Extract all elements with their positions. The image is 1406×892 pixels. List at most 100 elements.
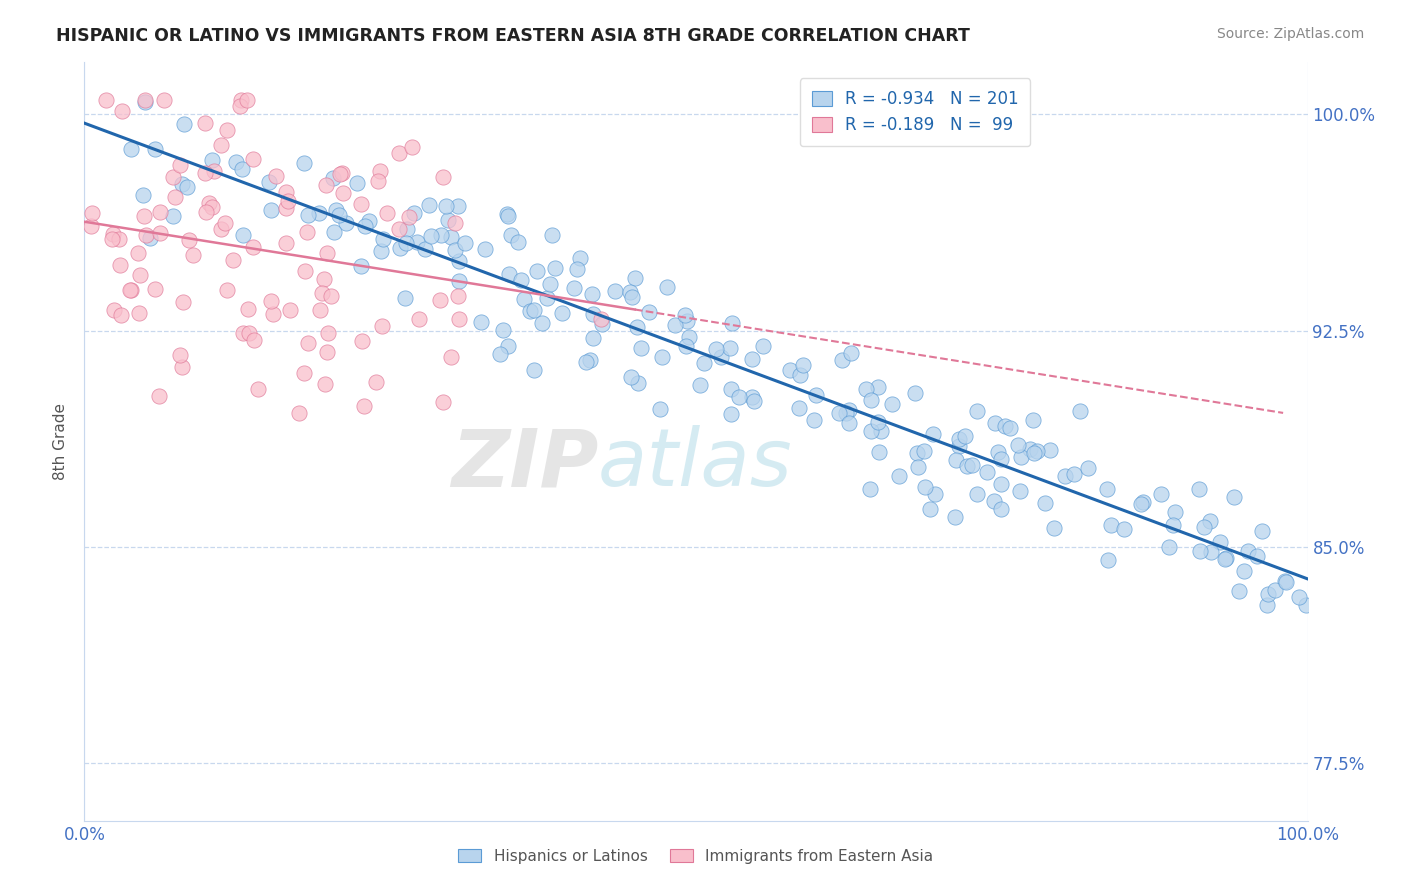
Point bbox=[619, 285, 641, 300]
Point bbox=[904, 385, 927, 400]
Point bbox=[922, 427, 945, 442]
Point bbox=[990, 452, 1012, 467]
Point bbox=[354, 219, 377, 233]
Point bbox=[437, 213, 460, 227]
Point bbox=[419, 229, 441, 244]
Point bbox=[1039, 442, 1062, 457]
Point bbox=[779, 363, 801, 377]
Point bbox=[329, 167, 352, 181]
Point bbox=[322, 225, 344, 239]
Point bbox=[406, 235, 429, 249]
Point bbox=[260, 293, 283, 308]
Point bbox=[194, 116, 217, 130]
Point bbox=[294, 264, 316, 278]
Point bbox=[741, 391, 763, 405]
Point bbox=[447, 289, 470, 303]
Point bbox=[246, 382, 269, 396]
Point bbox=[107, 232, 129, 246]
Point bbox=[623, 270, 645, 285]
Point bbox=[907, 459, 929, 474]
Point bbox=[388, 145, 411, 160]
Point bbox=[1157, 540, 1180, 554]
Point bbox=[315, 245, 337, 260]
Point bbox=[1054, 469, 1077, 483]
Point bbox=[803, 412, 825, 426]
Point bbox=[308, 206, 330, 220]
Point bbox=[353, 400, 375, 414]
Point bbox=[565, 262, 588, 277]
Point bbox=[120, 142, 142, 156]
Point bbox=[924, 487, 946, 501]
Point bbox=[499, 227, 522, 242]
Point bbox=[453, 236, 475, 251]
Point bbox=[1223, 491, 1246, 505]
Point bbox=[194, 165, 217, 179]
Point bbox=[260, 202, 283, 217]
Point bbox=[626, 320, 648, 334]
Point bbox=[449, 254, 471, 268]
Text: atlas: atlas bbox=[598, 425, 793, 503]
Point bbox=[741, 351, 763, 366]
Point bbox=[444, 216, 467, 230]
Point bbox=[278, 302, 301, 317]
Point bbox=[1233, 564, 1256, 578]
Point bbox=[132, 187, 155, 202]
Point bbox=[953, 428, 976, 442]
Point bbox=[905, 446, 928, 460]
Point bbox=[346, 177, 368, 191]
Point bbox=[432, 169, 454, 184]
Point bbox=[297, 208, 319, 222]
Point bbox=[231, 161, 253, 176]
Point bbox=[229, 93, 252, 107]
Point bbox=[945, 452, 967, 467]
Point bbox=[80, 206, 103, 220]
Point bbox=[889, 469, 911, 483]
Point bbox=[350, 334, 373, 349]
Point bbox=[148, 389, 170, 403]
Point bbox=[689, 378, 711, 392]
Point bbox=[209, 222, 232, 236]
Point bbox=[492, 323, 515, 337]
Point bbox=[704, 343, 727, 357]
Point bbox=[651, 350, 673, 364]
Point bbox=[394, 291, 416, 305]
Point bbox=[135, 228, 157, 243]
Point bbox=[496, 207, 519, 221]
Point bbox=[395, 221, 418, 235]
Point bbox=[1163, 517, 1185, 532]
Point bbox=[1069, 404, 1091, 418]
Point bbox=[1007, 437, 1029, 451]
Point bbox=[1192, 520, 1215, 534]
Point bbox=[1295, 598, 1317, 612]
Point bbox=[262, 307, 284, 321]
Point bbox=[721, 316, 744, 330]
Point bbox=[177, 234, 200, 248]
Point bbox=[1256, 598, 1278, 612]
Point bbox=[568, 251, 591, 265]
Point bbox=[447, 199, 470, 213]
Point bbox=[225, 154, 247, 169]
Point bbox=[202, 164, 225, 178]
Point bbox=[1077, 461, 1099, 475]
Point bbox=[395, 236, 418, 251]
Point bbox=[526, 263, 548, 277]
Point bbox=[430, 228, 453, 243]
Point bbox=[498, 267, 520, 281]
Point bbox=[149, 205, 172, 219]
Point bbox=[139, 231, 162, 245]
Point bbox=[591, 317, 613, 331]
Point bbox=[993, 419, 1015, 434]
Point bbox=[108, 258, 131, 272]
Point bbox=[1274, 574, 1296, 589]
Point bbox=[440, 229, 463, 244]
Point bbox=[401, 139, 423, 153]
Point bbox=[866, 415, 889, 429]
Point bbox=[860, 424, 883, 438]
Point bbox=[523, 302, 546, 317]
Point bbox=[1264, 583, 1286, 598]
Point bbox=[215, 283, 238, 297]
Point bbox=[1063, 467, 1085, 481]
Point bbox=[955, 458, 977, 473]
Point bbox=[510, 273, 533, 287]
Point bbox=[912, 443, 935, 458]
